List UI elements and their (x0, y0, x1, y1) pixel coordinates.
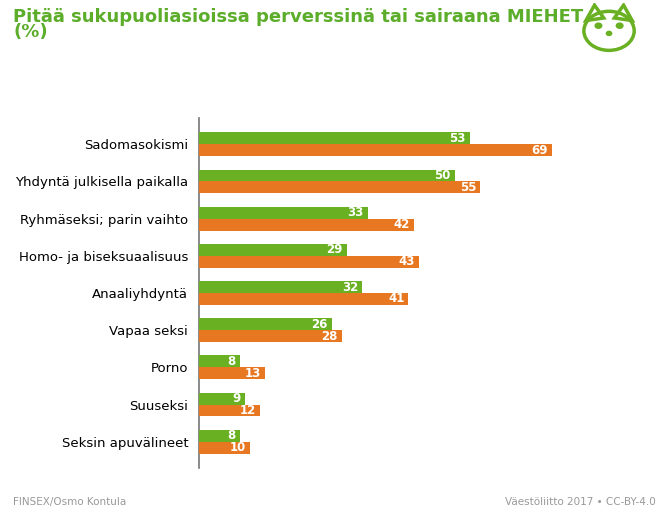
Bar (199, 330, 342, 342)
Bar (199, 256, 419, 268)
Text: Väestöliitto 2017 • CC-BY-4.0: Väestöliitto 2017 • CC-BY-4.0 (504, 498, 655, 507)
Circle shape (606, 31, 612, 35)
Bar (199, 144, 552, 156)
Text: 10: 10 (230, 441, 246, 454)
Bar (199, 430, 240, 442)
Bar (199, 218, 414, 230)
Circle shape (595, 23, 602, 28)
Text: FINSEX/Osmo Kontula: FINSEX/Osmo Kontula (13, 498, 126, 507)
Text: 32: 32 (342, 281, 358, 293)
Text: 28: 28 (322, 329, 338, 343)
Bar (199, 356, 240, 368)
Text: 12: 12 (240, 404, 256, 417)
Bar (199, 244, 347, 256)
Text: 50: 50 (434, 169, 450, 182)
Text: 55: 55 (459, 181, 476, 194)
Text: 9: 9 (232, 392, 240, 405)
Bar (199, 293, 408, 305)
Text: Pitää sukupuoliasioissa perverssinä tai sairaana MIEHET: Pitää sukupuoliasioissa perverssinä tai … (13, 8, 583, 26)
Text: 43: 43 (399, 255, 414, 268)
Text: (%): (%) (13, 23, 48, 41)
Bar (199, 132, 470, 144)
Text: 53: 53 (449, 132, 466, 145)
Text: 29: 29 (326, 243, 343, 256)
Bar (199, 207, 367, 218)
Bar (199, 368, 265, 379)
Text: 33: 33 (347, 206, 363, 219)
Text: 8: 8 (227, 355, 236, 368)
Text: 41: 41 (388, 292, 404, 305)
Bar (199, 181, 480, 193)
Text: 26: 26 (311, 318, 328, 331)
Bar (199, 442, 250, 454)
Circle shape (616, 23, 623, 28)
Text: 8: 8 (227, 429, 236, 442)
Bar (199, 170, 455, 181)
Bar (199, 318, 332, 330)
Text: 42: 42 (393, 218, 410, 231)
Bar (199, 405, 260, 416)
Bar (199, 393, 245, 405)
Bar (199, 281, 362, 293)
Text: 13: 13 (245, 367, 261, 380)
Text: 69: 69 (531, 144, 547, 157)
